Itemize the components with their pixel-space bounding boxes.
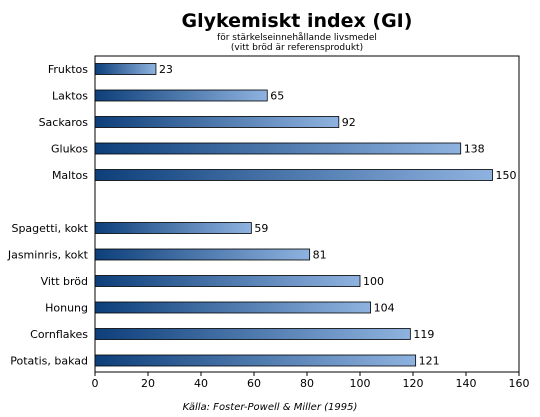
category-label: Spagetti, kokt (11, 222, 88, 235)
value-label: 138 (464, 143, 485, 156)
value-label: 23 (159, 63, 173, 76)
category-label: Laktos (52, 90, 88, 103)
value-label: 65 (270, 90, 284, 103)
x-axis: 0 20 40 60 80 100 120 140 160 (92, 372, 530, 390)
x-tick-label: 120 (403, 377, 424, 390)
chart-subtitle-line-1: för stärkelseinnehållande livsmedel (217, 32, 377, 43)
value-label: 121 (419, 355, 440, 368)
category-label: Fruktos (48, 63, 88, 76)
x-tick-label: 160 (509, 377, 530, 390)
value-label: 150 (496, 169, 517, 182)
category-label: Vitt bröd (41, 275, 88, 288)
plot-frame (94, 55, 520, 373)
category-label: Potatis, bakad (10, 355, 88, 368)
x-tick-label: 100 (350, 377, 371, 390)
x-tick-label: 140 (456, 377, 477, 390)
x-tick-label: 20 (141, 377, 155, 390)
category-label: Sackaros (39, 116, 89, 129)
x-tick-label: 40 (194, 377, 208, 390)
bar (94, 169, 493, 181)
value-label: 119 (413, 328, 434, 341)
category-label: Glukos (51, 143, 88, 156)
source-note: Källa: Foster-Powell & Miller (1995) (183, 402, 358, 413)
value-labels-group: 23 65 92 138 150 59 81 100 104 119 121 (159, 63, 517, 368)
x-tick-label: 80 (300, 377, 314, 390)
bar (94, 142, 462, 155)
category-label: Jasminris, kokt (7, 249, 89, 262)
value-label: 104 (374, 302, 395, 315)
bar (94, 63, 157, 75)
value-label: 59 (254, 222, 268, 235)
bars-group (94, 63, 493, 367)
value-label: 92 (342, 116, 356, 129)
bar (94, 275, 361, 287)
category-label: Honung (45, 302, 88, 315)
category-label: Cornflakes (30, 328, 88, 341)
bar (94, 248, 311, 261)
category-label: Maltos (52, 169, 88, 182)
category-labels-group: Fruktos Laktos Sackaros Glukos Maltos Spagett… (7, 63, 89, 368)
x-tick-label: 60 (247, 377, 261, 390)
bar (94, 116, 340, 128)
bar (94, 328, 411, 340)
x-tick-label: 0 (92, 377, 99, 390)
value-label: 100 (363, 275, 384, 288)
value-label: 81 (313, 249, 327, 262)
bar (94, 222, 252, 234)
plot-area (94, 55, 520, 373)
bar (94, 89, 268, 102)
bar (94, 301, 372, 314)
chart-title: Glykemiskt index (GI) (182, 10, 413, 32)
chart-subtitle-line-2: (vitt bröd är referensprodukt) (231, 43, 363, 53)
bar (94, 354, 417, 367)
